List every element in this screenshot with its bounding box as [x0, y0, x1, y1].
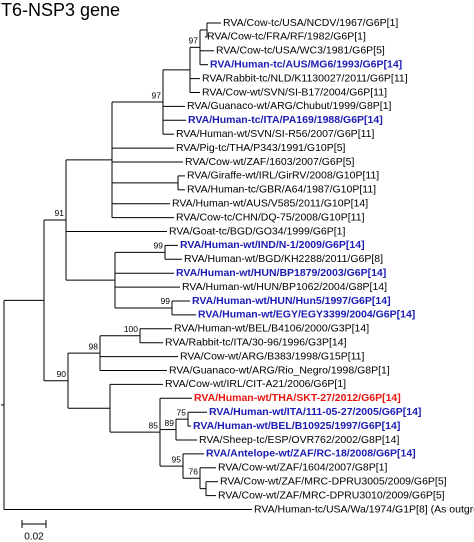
leaf-label: RVA/Human-tc/AUS/MG6/1993/G6P[14]: [210, 58, 402, 70]
leaf-label: RVA/Human-wt/AUS/V585/2011/G10P[14]: [172, 197, 368, 209]
leaf-label: RVA/Human-tc/USA/Wa/1974/G1P[8] (As outg…: [254, 503, 474, 515]
leaf-label: RVA/Cow-tc/USA/WC3/1981/G6P[5]: [216, 45, 385, 57]
bootstrap-value: 98: [89, 341, 99, 351]
leaf-label: RVA/Human-wt/EGY/EGY3399/2004/G6P[14]: [198, 309, 415, 321]
leaf-label: RVA/Human-wt/HUN/BP1879/2003/G6P[14]: [176, 267, 386, 279]
leaf-label: RVA/Rabbit-tc/NLD/K1130027/2011/G6P[11]: [202, 72, 408, 84]
leaf-label: RVA/Sheep-tc/ESP/OVR762/2002/G8P[14]: [199, 434, 399, 446]
bootstrap-value: 97: [152, 90, 162, 100]
leaf-label: RVA/Cow-wt/ARG/B383/1998/G15P[11]: [180, 350, 365, 362]
title: T6-NSP3 gene: [1, 0, 120, 20]
bootstrap-value: 76: [189, 466, 199, 476]
bootstrap-value: 99: [161, 296, 171, 306]
bootstrap-value: 75: [177, 407, 187, 417]
leaf-label: RVA/Human-wt/HUN/BP1062/2004/G8P[14]: [182, 281, 387, 293]
leaf-label: RVA/Cow-tc/USA/NCDV/1967/G6P[1]: [223, 17, 398, 29]
leaf-label: RVA/Cow-wt/ZAF/MRC-DPRU3005/2009/G6P[5]: [220, 475, 447, 487]
scale-bar-label: 0.02: [24, 532, 44, 542]
leaf-label: RVA/Guanaco-wt/ARG/Rio_Negro/1998/G8P[1]: [169, 364, 390, 376]
leaf-label: RVA/Antelope-wt/ZAF/RC-18/2008/G6P[14]: [206, 448, 416, 460]
leaf-label: RVA/Cow-wt/SVN/SI-B17/2004/G6P[11]: [202, 86, 387, 98]
bootstrap-value: 97: [189, 36, 199, 46]
leaf-label: RVA/Human-wt/SVN/SI-R56/2007/G6P[11]: [176, 128, 375, 140]
bootstrap-value: 90: [57, 369, 67, 379]
leaf-label: RVA/Rabbit-tc/ITA/30-96/1996/G3P[14]: [165, 336, 347, 348]
leaf-label: RVA/Guanaco-wt/ARG/Chubut/1999/G8P[1]: [187, 100, 392, 112]
leaf-label: RVA/Cow-wt/ZAF/MRC-DPRU3010/2009/G6P[5]: [218, 489, 445, 501]
bootstrap-value: 91: [55, 208, 65, 218]
leaf-label: RVA/Human-tc/ITA/PA169/1988/G6P[14]: [188, 114, 383, 126]
leaf-label: RVA/Human-wt/ITA/111-05-27/2005/G6P[14]: [209, 406, 421, 418]
leaf-label: RVA/Goat-tc/BGD/GO34/1999/G6P[1]: [169, 225, 346, 237]
leaf-label: RVA/Cow-wt/ZAF/1604/2007/G8P[1]: [218, 462, 388, 474]
leaf-label: RVA/Cow-tc/FRA/RF/1982/G6P[1]: [207, 31, 366, 43]
bootstrap-value: 99: [154, 241, 164, 251]
leaf-label: RVA/Human-wt/HUN/Hun5/1997/G6P[14]: [192, 295, 391, 307]
leaf-label: RVA/Human-wt/IND/N-1/2009/G6P[14]: [180, 239, 365, 251]
leaf-label: RVA/Cow-wt/IRL/CIT-A21/2006/G6P[1]: [165, 378, 346, 390]
leaf-label: RVA/Human-tc/GBR/A64/1987/G10P[11]: [187, 184, 376, 196]
leaf-label: RVA/Human-wt/THA/SKT-27/2012/G6P[14]: [194, 392, 401, 404]
leaf-label: RVA/Giraffe-wt/IRL/GirRV/2008/G10P[11]: [187, 170, 379, 182]
leaf-label: RVA/Human-wt/BGD/KH2288/2011/G6P[8]: [184, 253, 383, 265]
bootstrap-value: 95: [172, 454, 182, 464]
bootstrap-value: 85: [149, 420, 159, 430]
leaf-label: RVA/Human-wt/BEL/B10925/1997/G6P[14]: [193, 420, 400, 432]
leaf-label: RVA/Cow-wt/ZAF/1603/2007/G6P[5]: [185, 156, 355, 168]
bootstrap-value: 89: [165, 418, 175, 428]
leaf-label: RVA/Human-wt/BEL/B4106/2000/G3P[14]: [174, 323, 369, 335]
bootstrap-value: 100: [124, 324, 138, 334]
leaf-label: RVA/Cow-tc/CHN/DQ-75/2008/G10P[11]: [176, 211, 365, 223]
leaf-label: RVA/Pig-tc/THA/P343/1991/G10P[5]: [176, 142, 346, 154]
